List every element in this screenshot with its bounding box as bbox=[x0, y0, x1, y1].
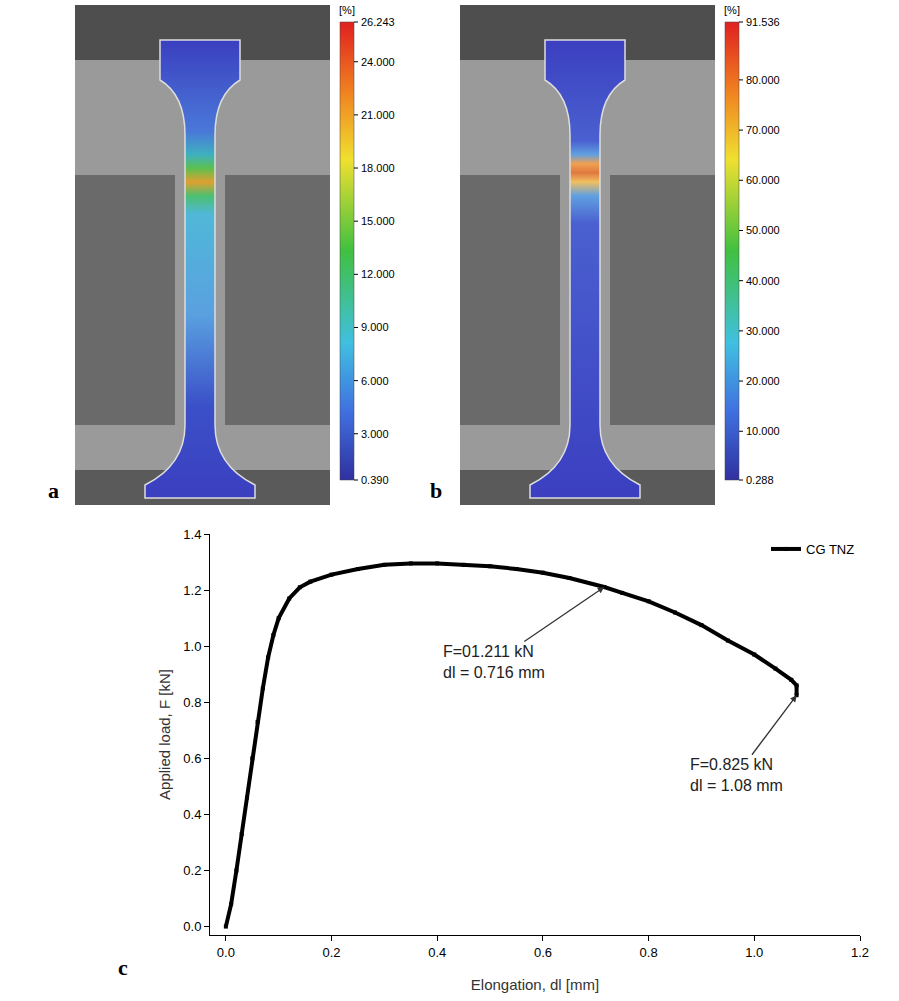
svg-text:21.000: 21.000 bbox=[361, 109, 395, 121]
svg-text:1.0: 1.0 bbox=[183, 639, 201, 654]
svg-text:0.390: 0.390 bbox=[361, 474, 389, 486]
svg-text:0.2: 0.2 bbox=[183, 863, 201, 878]
svg-text:0.6: 0.6 bbox=[183, 751, 201, 766]
svg-text:1.2: 1.2 bbox=[183, 583, 201, 598]
svg-text:20.000: 20.000 bbox=[746, 375, 780, 387]
svg-text:9.000: 9.000 bbox=[361, 321, 389, 333]
svg-text:0.0: 0.0 bbox=[183, 919, 201, 934]
svg-text:0.0: 0.0 bbox=[217, 945, 235, 960]
svg-text:[%]: [%] bbox=[724, 4, 740, 16]
svg-text:91.536: 91.536 bbox=[746, 16, 780, 28]
svg-text:0.6: 0.6 bbox=[534, 945, 552, 960]
svg-text:0.288: 0.288 bbox=[746, 474, 774, 486]
svg-text:0.8: 0.8 bbox=[183, 695, 201, 710]
svg-text:0.4: 0.4 bbox=[428, 945, 446, 960]
svg-text:70.000: 70.000 bbox=[746, 124, 780, 136]
svg-text:Applied load, F [kN]: Applied load, F [kN] bbox=[156, 669, 173, 800]
svg-text:[%]: [%] bbox=[339, 4, 355, 16]
svg-text:1.4: 1.4 bbox=[183, 527, 201, 542]
html-text:b: b bbox=[430, 478, 443, 503]
svg-text:1.0: 1.0 bbox=[745, 945, 763, 960]
svg-text:0.4: 0.4 bbox=[183, 807, 201, 822]
svg-text:0.8: 0.8 bbox=[640, 945, 658, 960]
svg-text:50.000: 50.000 bbox=[746, 224, 780, 236]
svg-text:6.000: 6.000 bbox=[361, 375, 389, 387]
svg-text:60.000: 60.000 bbox=[746, 174, 780, 186]
svg-text:26.243: 26.243 bbox=[361, 16, 395, 28]
svg-text:30.000: 30.000 bbox=[746, 325, 780, 337]
svg-text:F=01.211 kNdl = 0.716 mm: F=01.211 kNdl = 0.716 mm bbox=[443, 643, 545, 681]
svg-text:12.000: 12.000 bbox=[361, 268, 395, 280]
svg-text:0.2: 0.2 bbox=[323, 945, 341, 960]
svg-text:CG TNZ: CG TNZ bbox=[806, 542, 854, 557]
svg-text:Elongation, dl [mm]: Elongation, dl [mm] bbox=[471, 976, 599, 993]
svg-text:80.000: 80.000 bbox=[746, 74, 780, 86]
svg-text:40.000: 40.000 bbox=[746, 275, 780, 287]
svg-text:24.000: 24.000 bbox=[361, 56, 395, 68]
svg-text:15.000: 15.000 bbox=[361, 215, 395, 227]
svg-text:3.000: 3.000 bbox=[361, 428, 389, 440]
svg-text:10.000: 10.000 bbox=[746, 425, 780, 437]
svg-text:1.2: 1.2 bbox=[851, 945, 869, 960]
svg-text:F=0.825 kNdl = 1.08 mm: F=0.825 kNdl = 1.08 mm bbox=[690, 756, 783, 794]
html-text:c: c bbox=[118, 955, 128, 980]
svg-text:18.000: 18.000 bbox=[361, 162, 395, 174]
html-text:a: a bbox=[48, 478, 59, 503]
